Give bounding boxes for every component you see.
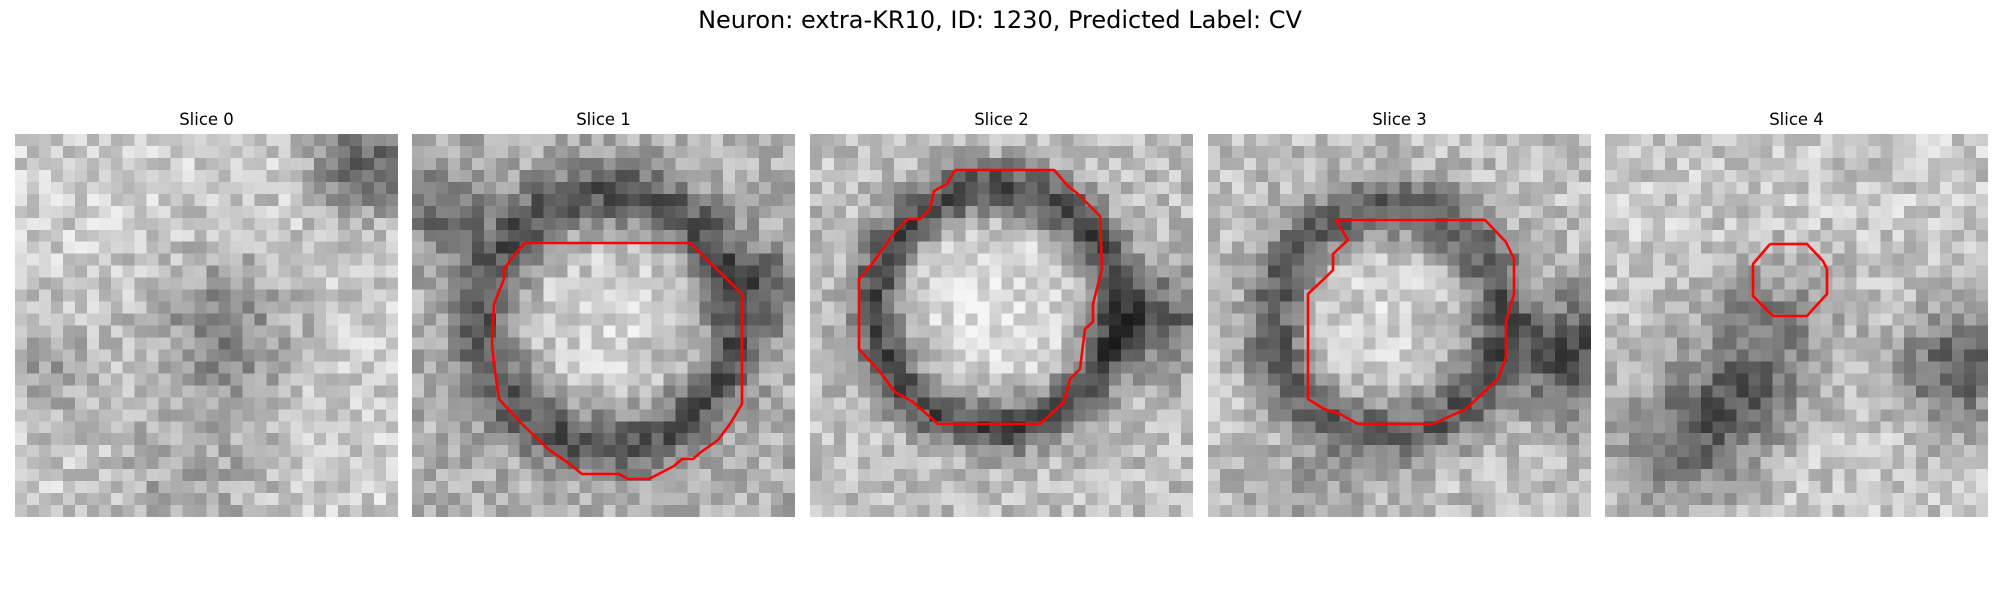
slice-panel-4: Slice 4 xyxy=(1605,110,1988,517)
segmentation-contour xyxy=(490,241,744,481)
slice-title: Slice 1 xyxy=(576,110,631,129)
slice-image xyxy=(1208,134,1591,517)
segmentation-contour xyxy=(1751,242,1829,318)
segmentation-contour xyxy=(857,168,1104,426)
slice-title: Slice 2 xyxy=(974,110,1029,129)
slice-title: Slice 4 xyxy=(1769,110,1824,129)
slice-title: Slice 0 xyxy=(179,110,234,129)
slice-panel-1: Slice 1 xyxy=(412,110,795,517)
contour-line xyxy=(857,168,1104,426)
slice-title: Slice 3 xyxy=(1372,110,1427,129)
figure-title: Neuron: extra-KR10, ID: 1230, Predicted … xyxy=(698,6,1302,34)
segmentation-contour xyxy=(1306,218,1516,426)
contour-line xyxy=(1751,242,1829,318)
slice-image xyxy=(15,134,398,517)
slice-image xyxy=(1605,134,1988,517)
slice-image xyxy=(412,134,795,517)
contour-line xyxy=(1306,218,1516,426)
contour-line xyxy=(490,241,744,481)
slice-panel-2: Slice 2 xyxy=(810,110,1193,517)
slice-panel-0: Slice 0 xyxy=(15,110,398,517)
slice-image xyxy=(810,134,1193,517)
slice-panel-3: Slice 3 xyxy=(1208,110,1591,517)
